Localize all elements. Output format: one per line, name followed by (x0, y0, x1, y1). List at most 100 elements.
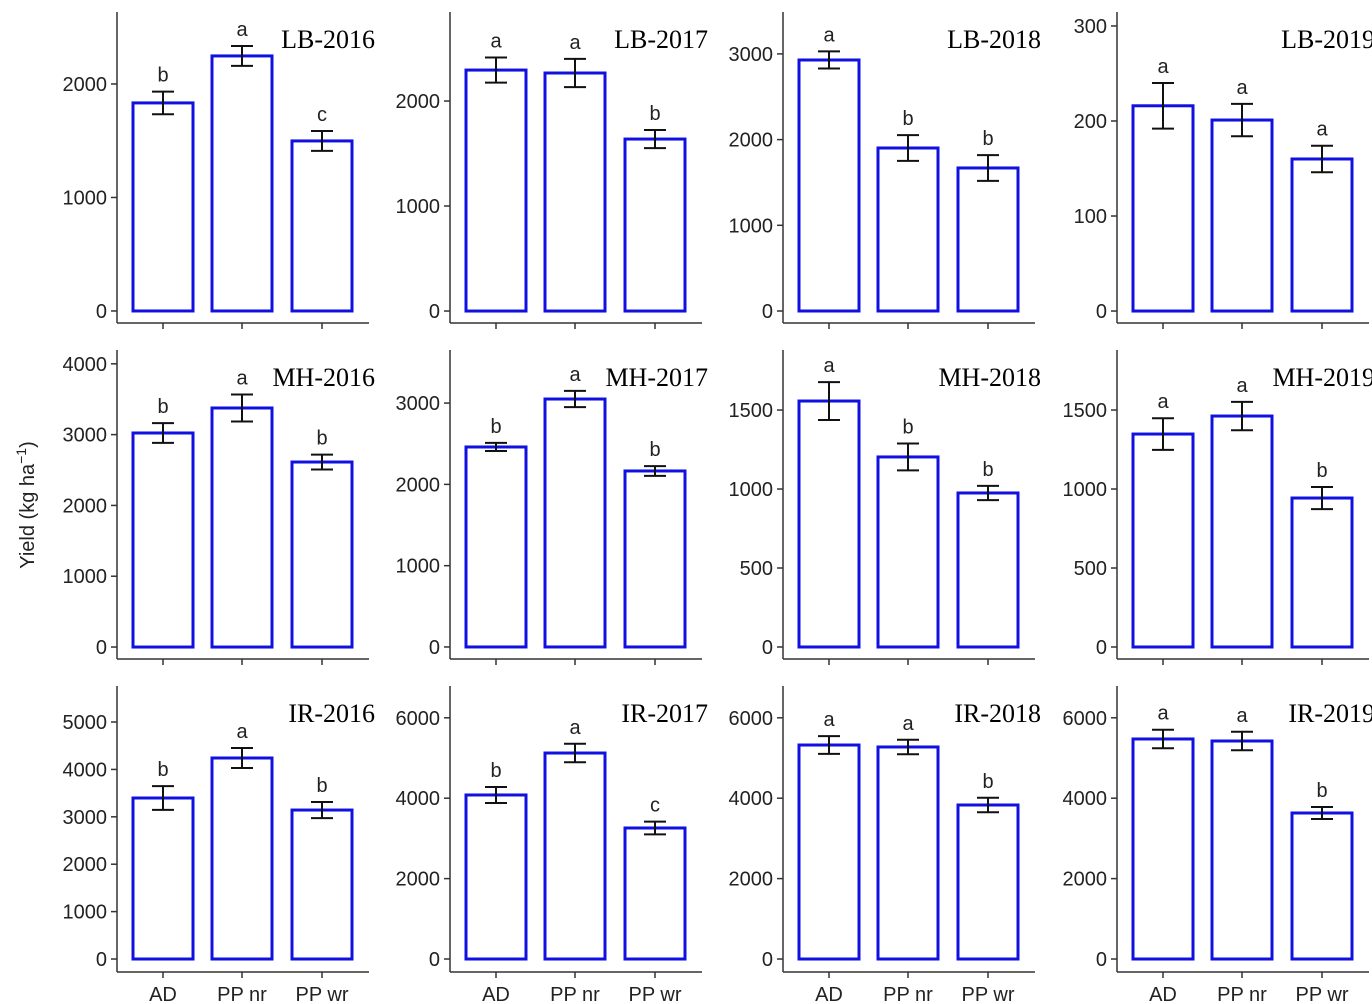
significance-letter: a (902, 713, 914, 735)
significance-letter: a (1157, 56, 1169, 78)
significance-letter: b (902, 108, 913, 130)
y-tick-label: 0 (762, 949, 773, 971)
y-tick-label: 2000 (396, 474, 441, 496)
x-tick-label: AD (482, 984, 510, 1004)
y-tick-label: 6000 (729, 708, 774, 730)
y-tick-label: 3000 (396, 393, 441, 415)
panel-title: LB-2018 (947, 25, 1041, 54)
error-bar (1152, 81, 1174, 130)
bar (623, 137, 687, 313)
bar (797, 399, 861, 649)
error-bar (485, 441, 507, 453)
significance-letter: b (157, 759, 168, 781)
y-tick-label: 4000 (63, 759, 108, 781)
error-bar (1311, 805, 1333, 821)
error-bar (977, 154, 999, 182)
y-tick-label: 4000 (396, 788, 441, 810)
panel-title: IR-2017 (621, 699, 708, 728)
significance-letter: b (157, 396, 168, 418)
x-tick-label: PP nr (217, 984, 267, 1004)
error-bar (1311, 485, 1333, 511)
error-bar (977, 796, 999, 814)
significance-letter: b (1316, 780, 1327, 802)
y-tick-label: 1500 (1063, 400, 1108, 422)
panel-title: IR-2018 (954, 699, 1041, 728)
error-bar (231, 393, 253, 423)
y-label-end: ) (17, 441, 39, 448)
bar (131, 431, 195, 649)
y-tick-label: 500 (740, 558, 773, 580)
significance-letter: a (236, 721, 248, 743)
significance-letter: a (569, 32, 581, 54)
y-tick-label: 1500 (729, 400, 774, 422)
error-bar (564, 57, 586, 89)
significance-letter: a (1236, 77, 1248, 99)
significance-letter: b (157, 65, 168, 87)
bar (543, 397, 607, 649)
significance-letter: a (1157, 703, 1169, 725)
panel-title: MH-2018 (938, 363, 1041, 392)
significance-letter: b (982, 128, 993, 150)
bar (464, 445, 528, 649)
error-bar (1311, 144, 1333, 174)
y-tick-label: 6000 (1063, 708, 1108, 730)
y-tick-label: 4000 (729, 788, 774, 810)
significance-letter: a (236, 19, 248, 41)
y-tick-label: 0 (96, 301, 107, 323)
y-tick-label: 1000 (396, 196, 441, 218)
significance-letter: c (650, 795, 660, 817)
bar (797, 58, 861, 313)
significance-letter: a (1157, 391, 1169, 413)
significance-letter: b (316, 428, 327, 450)
bar (623, 469, 687, 649)
panel-title: MH-2016 (272, 363, 375, 392)
bar (1210, 739, 1274, 961)
bar (797, 743, 861, 961)
bar (876, 745, 940, 961)
y-tick-label: 2000 (729, 869, 774, 891)
y-tick-label: 0 (429, 949, 440, 971)
significance-letter: a (1236, 705, 1248, 727)
error-bar (1152, 417, 1174, 451)
y-tick-label: 500 (1074, 558, 1107, 580)
y-tick-label: 3000 (63, 807, 108, 829)
significance-letter: b (649, 103, 660, 125)
y-tick-label: 2000 (396, 869, 441, 891)
error-bar (897, 134, 919, 162)
error-bar (311, 800, 333, 820)
error-bar (644, 129, 666, 150)
y-tick-label: 0 (429, 301, 440, 323)
significance-letter: b (1316, 460, 1327, 482)
y-tick-label: 1000 (396, 556, 441, 578)
error-bar (977, 484, 999, 502)
bar (1290, 496, 1354, 649)
significance-letter: a (1316, 119, 1328, 141)
bar (956, 166, 1020, 313)
error-bar (152, 422, 174, 444)
y-tick-label: 2000 (63, 854, 108, 876)
y-tick-label: 1000 (729, 479, 774, 501)
bar (131, 796, 195, 961)
y-tick-label: 100 (1074, 206, 1107, 228)
y-tick-label: 1000 (63, 566, 108, 588)
x-tick-label: PP wr (1296, 984, 1349, 1004)
x-tick-label: AD (1149, 984, 1177, 1004)
panel-title: LB-2016 (281, 25, 375, 54)
y-tick-label: 2000 (63, 495, 108, 517)
y-tick-label: 0 (1096, 949, 1107, 971)
bar (1131, 432, 1195, 649)
y-tick-label: 2000 (63, 74, 108, 96)
significance-letter: b (490, 416, 501, 438)
significance-letter: a (823, 709, 835, 731)
y-label-text: Yield (kg ha (17, 463, 39, 569)
y-label-sup: −1 (13, 448, 29, 464)
y-tick-label: 1000 (729, 215, 774, 237)
bar (464, 793, 528, 961)
significance-letter: b (902, 417, 913, 439)
bar (543, 71, 607, 313)
x-tick-label: PP nr (883, 984, 933, 1004)
bar (290, 808, 354, 961)
error-bar (564, 742, 586, 764)
panel-title: IR-2016 (288, 699, 375, 728)
